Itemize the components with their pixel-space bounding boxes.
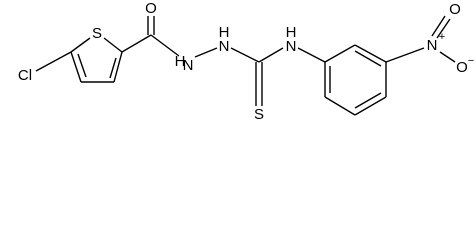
atom-label: N [286,38,297,55]
atom-label: S [254,106,264,123]
atom-label: H [219,24,230,41]
atom-label: S [92,25,102,42]
charge: + [439,31,445,43]
atom-labels: O S Cl H N H N H N S N + O O − [18,0,474,123]
atom-label: N [219,38,230,55]
atom-label: O [456,59,468,76]
charge: − [468,55,474,67]
atom-label: N [183,57,194,74]
atom-label: H [286,24,297,41]
atom-label: N [427,37,438,54]
molecule-diagram: O S Cl H N H N H N S N + O O − [18,0,474,123]
atom-label: H [175,53,186,70]
bonds [35,15,456,116]
atom-label: O [449,1,461,18]
atom-label: O [145,0,157,17]
atom-label: Cl [18,67,32,84]
